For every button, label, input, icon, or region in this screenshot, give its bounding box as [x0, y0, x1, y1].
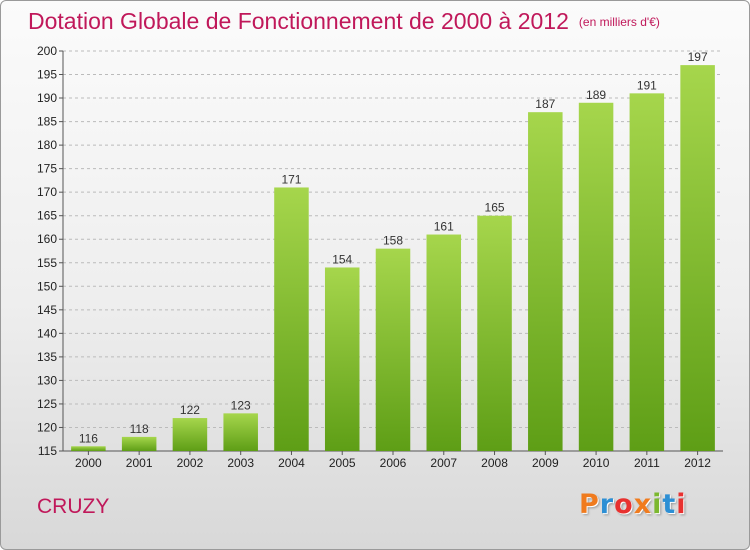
x-tick-label-2008: 2008 — [481, 456, 508, 470]
y-tick-label: 175 — [37, 162, 57, 176]
value-label-2008: 165 — [485, 201, 505, 215]
x-tick-label-2009: 2009 — [532, 456, 559, 470]
y-tick-label: 145 — [37, 303, 57, 317]
bar-2004 — [274, 187, 309, 451]
chart-title: Dotation Globale de Fonctionnement de 20… — [28, 8, 660, 35]
x-tick-label-2004: 2004 — [278, 456, 305, 470]
y-tick-label: 185 — [37, 115, 57, 129]
value-label-2009: 187 — [535, 97, 555, 111]
bar-2009 — [528, 112, 563, 452]
brand-letter: i — [652, 489, 663, 520]
value-label-2010: 189 — [586, 88, 606, 102]
bar-2010 — [578, 102, 614, 451]
bar-2011 — [629, 93, 665, 452]
x-tick-label-2002: 2002 — [177, 456, 204, 470]
y-tick-label: 120 — [37, 420, 57, 434]
y-tick-label: 130 — [37, 373, 57, 387]
y-tick-label: 180 — [37, 138, 57, 152]
brand-letter: o — [614, 489, 634, 520]
y-tick-label: 200 — [37, 44, 57, 58]
value-label-2004: 171 — [281, 172, 301, 186]
bar-2007 — [426, 234, 462, 451]
value-label-2005: 154 — [332, 252, 352, 266]
x-tick-label-2001: 2001 — [126, 456, 153, 470]
value-label-2012: 197 — [688, 50, 708, 64]
brand-letter: x — [633, 489, 653, 520]
chart-title-main: Dotation Globale de Fonctionnement de 20… — [28, 8, 569, 34]
bar-2003 — [223, 413, 258, 451]
y-tick-label: 160 — [37, 232, 57, 246]
value-label-2007: 161 — [434, 220, 454, 234]
brand-letter: r — [599, 489, 615, 520]
y-tick-label: 150 — [37, 279, 57, 293]
y-tick-label: 140 — [37, 326, 57, 340]
value-label-2000: 116 — [79, 431, 98, 445]
y-tick-label: 125 — [37, 397, 57, 411]
value-label-2003: 123 — [231, 398, 251, 412]
x-tick-label-2003: 2003 — [227, 456, 254, 470]
y-tick-label: 195 — [37, 68, 57, 82]
x-tick-label-2010: 2010 — [583, 456, 610, 470]
brand-letter: t — [662, 489, 677, 520]
value-label-2011: 191 — [637, 78, 657, 92]
y-tick-label: 135 — [37, 350, 57, 364]
brand-letter: i — [676, 489, 687, 520]
bar-2000 — [71, 446, 106, 451]
bars — [71, 65, 715, 452]
bar-2008 — [477, 215, 512, 451]
x-tick-label-2005: 2005 — [329, 456, 356, 470]
bar-2005 — [324, 267, 360, 451]
brand-letter: P — [579, 489, 600, 520]
bar-2001 — [121, 436, 157, 451]
y-tick-label: 190 — [37, 91, 57, 105]
y-tick-label: 170 — [37, 185, 57, 199]
labels: 115 120 125 130 135 140 145 150 155 160 165 170 175 1… — [37, 44, 711, 470]
value-label-2006: 158 — [383, 234, 403, 248]
y-tick-label: 165 — [37, 209, 57, 223]
city-name: CRUZY — [37, 495, 110, 518]
x-tick-label-2006: 2006 — [380, 456, 407, 470]
y-tick-label: 115 — [38, 444, 57, 458]
bar-2002 — [172, 418, 208, 451]
y-tick-label: 155 — [37, 256, 57, 270]
x-tick-label-2000: 2000 — [75, 456, 102, 470]
x-tick-label-2012: 2012 — [684, 456, 711, 470]
bar-2006 — [375, 248, 411, 451]
brand-logo: Proxiti — [579, 489, 687, 520]
value-label-2002: 122 — [180, 403, 200, 417]
chart-unit-note: (en milliers d'€) — [578, 15, 660, 29]
x-tick-label-2007: 2007 — [430, 456, 457, 470]
x-tick-label-2011: 2011 — [634, 456, 660, 470]
value-label-2001: 118 — [130, 422, 149, 436]
bar-2012 — [680, 65, 715, 451]
